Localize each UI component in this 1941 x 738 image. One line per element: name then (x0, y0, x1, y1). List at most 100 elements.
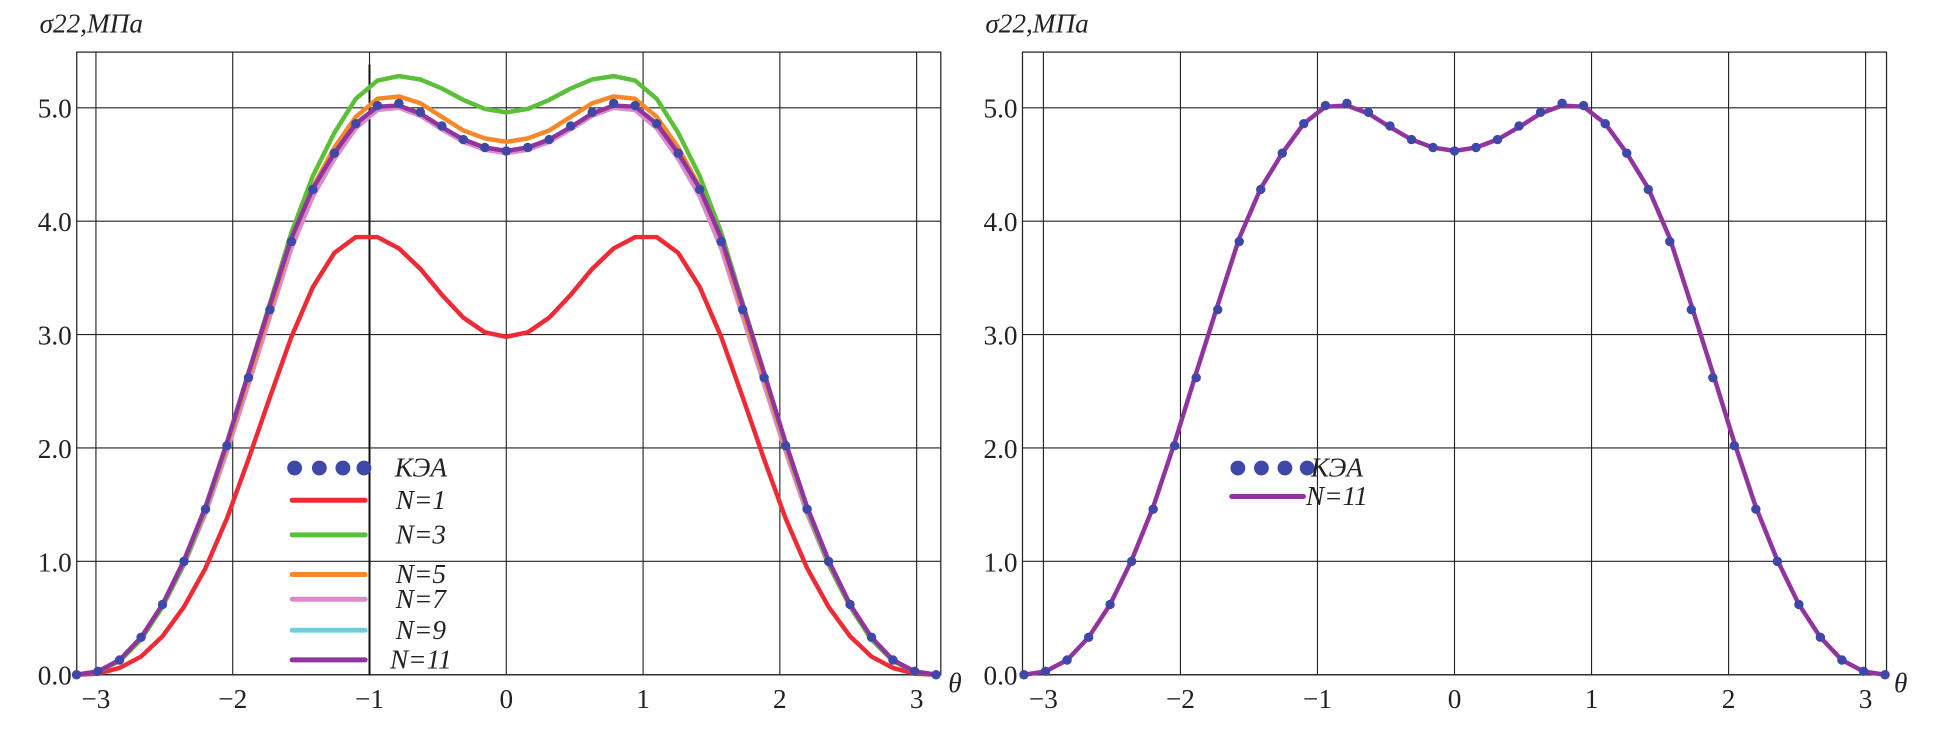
x-tick-label: 1 (1585, 684, 1599, 714)
x-tick-label: 3 (1859, 684, 1873, 714)
y-tick-label: 1.0 (38, 547, 72, 577)
data-point-kea (286, 236, 297, 247)
data-point-kea (1471, 142, 1481, 153)
data-point-kea (544, 134, 554, 145)
legend-label-kea: КЭА (1310, 453, 1364, 483)
data-point-kea (351, 118, 361, 129)
data-point-kea (308, 184, 318, 195)
legend-marker-kea (311, 460, 327, 476)
data-point-kea (1169, 441, 1180, 451)
data-point-kea (1040, 666, 1051, 677)
legend-label-n5: N=5 (395, 559, 446, 589)
legend-marker-kea (335, 460, 351, 476)
data-point-kea (1729, 441, 1740, 451)
x-tick-label: −1 (1303, 684, 1332, 714)
data-point-kea (1708, 372, 1718, 383)
data-point-kea (608, 98, 619, 108)
data-point-kea (888, 655, 898, 665)
series-dots-kea (71, 98, 941, 680)
legend-marker-kea (1230, 460, 1246, 476)
data-point-kea (437, 121, 447, 131)
legend-label-n11: N=11 (389, 645, 452, 675)
y-tick-label: 4.0 (38, 207, 72, 237)
data-point-kea (1514, 121, 1524, 131)
legend-marker-kea (1299, 460, 1315, 476)
y-tick-label: 3.0 (38, 320, 72, 350)
y-tick-label: 3.0 (984, 320, 1018, 350)
data-point-kea (1837, 655, 1847, 665)
data-point-kea (587, 107, 597, 118)
data-point-kea (415, 107, 426, 118)
x-tick-label: −2 (1166, 684, 1195, 714)
data-point-kea (394, 98, 404, 108)
data-point-kea (1600, 118, 1610, 129)
data-point-kea (1665, 236, 1675, 247)
data-point-kea (1622, 148, 1632, 158)
data-point-kea (1062, 655, 1072, 665)
data-point-kea (1148, 504, 1158, 514)
x-tick-label: 3 (910, 684, 924, 714)
data-point-kea (501, 146, 511, 156)
x-tick-label: −3 (81, 684, 110, 714)
left-chart: −3 −2 −1 0 1 2 30.01.02.03.04.05.0σ22,МПаθКЭАN… (38, 8, 962, 714)
data-point-kea (1406, 134, 1417, 145)
y-tick-label: 1.0 (984, 547, 1018, 577)
data-point-kea (673, 148, 683, 158)
data-point-kea (1578, 100, 1589, 111)
data-point-kea (1751, 504, 1761, 514)
data-point-kea (329, 148, 340, 158)
data-point-kea (1686, 304, 1697, 315)
legend-label-n7: N=7 (395, 584, 448, 614)
series-line-n1 (76, 234, 937, 677)
data-point-kea (1256, 184, 1266, 195)
data-point-kea (716, 236, 726, 247)
legend-label-n3: N=3 (395, 520, 446, 550)
legend-marker-kea (1253, 460, 1269, 476)
legend-marker-kea (356, 460, 372, 476)
data-point-kea (1794, 599, 1804, 610)
data-point-kea (458, 134, 469, 145)
data-point-kea (1105, 599, 1115, 610)
x-tick-label: −3 (1029, 684, 1058, 714)
legend-marker-kea (287, 460, 303, 476)
data-point-kea (1880, 670, 1890, 680)
data-point-kea (1019, 670, 1029, 680)
data-point-kea (1191, 372, 1201, 383)
legend-label-n9: N=9 (395, 615, 447, 645)
y-tick-label: 4.0 (984, 207, 1018, 237)
legend-label-n11: N=11 (1305, 481, 1368, 511)
x-axis-label: θ (948, 668, 961, 698)
data-point-kea (1299, 118, 1309, 129)
series-dots-kea (1019, 98, 1890, 680)
data-point-kea (1277, 148, 1287, 158)
data-point-kea (1815, 632, 1826, 643)
data-point-kea (1557, 98, 1567, 108)
data-point-kea (200, 504, 211, 514)
data-point-kea (1213, 304, 1223, 315)
data-point-kea (652, 118, 662, 129)
x-tick-label: 2 (773, 684, 787, 714)
data-point-kea (845, 599, 855, 610)
data-point-kea (931, 670, 941, 680)
data-point-kea (222, 441, 232, 451)
data-point-kea (909, 666, 920, 677)
data-point-kea (780, 441, 791, 451)
data-point-kea (1535, 107, 1546, 118)
y-tick-label: 5.0 (38, 94, 72, 124)
data-point-kea (523, 142, 533, 153)
data-point-kea (480, 142, 490, 153)
data-point-kea (1342, 98, 1352, 108)
data-point-kea (737, 304, 748, 315)
data-point-kea (759, 372, 769, 383)
y-axis-label: σ22,МПа (985, 8, 1088, 38)
plot-frame (1021, 51, 1888, 676)
data-point-kea (1428, 142, 1438, 153)
legend-label-kea: КЭА (394, 453, 448, 483)
data-point-kea (71, 670, 82, 680)
x-tick-label: −2 (218, 684, 247, 714)
data-point-kea (1643, 184, 1653, 195)
data-point-kea (1858, 666, 1869, 677)
data-point-kea (1385, 121, 1395, 131)
right-chart: −3 −2 −1 0 1 2 3 0.0 1.0 2.0 3.0 4.0 5.0 σ22,МПа θ КЭАN… (984, 8, 1908, 714)
